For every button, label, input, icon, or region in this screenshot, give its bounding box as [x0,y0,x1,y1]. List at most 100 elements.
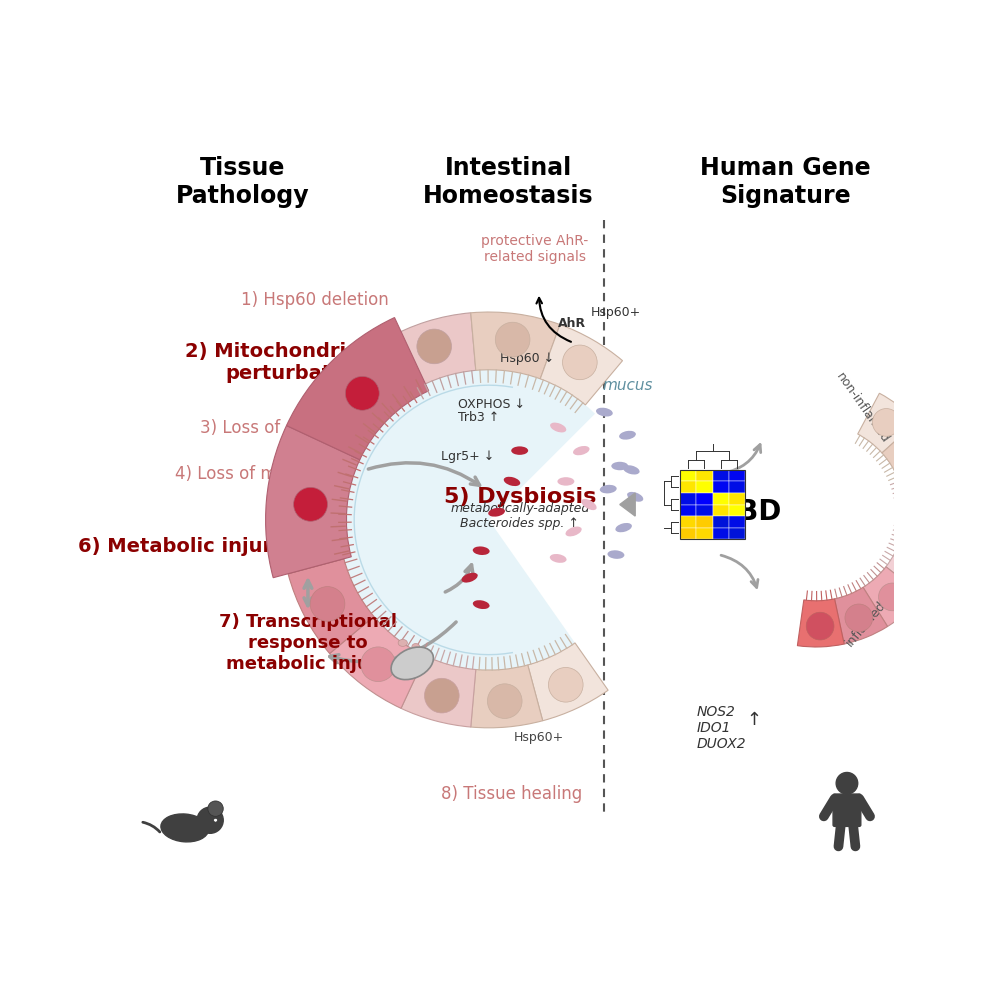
Wedge shape [288,559,374,653]
Wedge shape [471,312,560,378]
Ellipse shape [511,446,528,455]
Circle shape [495,323,530,357]
Bar [696,516,712,528]
Wedge shape [898,462,951,509]
Wedge shape [798,599,845,647]
Circle shape [549,667,583,702]
Wedge shape [900,508,951,554]
Circle shape [563,345,598,379]
Text: non-inflamed: non-inflamed [834,371,891,446]
Bar [712,470,729,481]
Text: 8) Tissue healing: 8) Tissue healing [441,785,583,803]
Wedge shape [885,540,944,596]
Circle shape [845,604,872,631]
Ellipse shape [627,492,643,502]
Bar [729,528,745,539]
Bar [696,493,712,505]
Circle shape [872,408,900,436]
Text: NOS2
IDO1
DUOX2: NOS2 IDO1 DUOX2 [697,704,746,751]
Wedge shape [835,588,887,644]
Bar [712,516,729,528]
Bar [729,516,745,528]
Wedge shape [266,425,360,578]
Wedge shape [287,318,428,460]
Ellipse shape [161,814,208,842]
Bar [680,470,696,481]
Text: 2) Mitochondrial
perturbation: 2) Mitochondrial perturbation [185,342,366,382]
Wedge shape [471,665,543,728]
Ellipse shape [600,485,617,493]
Bar [712,505,729,516]
Wedge shape [864,567,922,626]
Bar [680,470,745,539]
Circle shape [487,684,522,718]
Wedge shape [881,422,941,479]
Text: 6) Metabolic injury: 6) Metabolic injury [78,538,285,557]
Polygon shape [620,493,635,516]
Ellipse shape [566,527,582,537]
Text: AhR: AhR [558,317,586,330]
Circle shape [903,552,930,580]
Wedge shape [319,340,413,434]
Bar [680,516,696,528]
Bar [712,528,729,539]
Wedge shape [384,313,476,389]
Ellipse shape [488,508,505,517]
Circle shape [310,587,345,622]
Ellipse shape [582,499,597,510]
Ellipse shape [504,477,520,486]
Text: Hsp60+: Hsp60+ [514,730,564,744]
Ellipse shape [418,655,429,664]
Text: protective AhR-
related signals: protective AhR- related signals [481,234,589,264]
Text: OXPHOS ↓: OXPHOS ↓ [458,398,525,411]
Bar [696,505,712,516]
FancyBboxPatch shape [833,794,861,827]
Circle shape [346,376,379,410]
Text: metabolically-adapted
Bacteroides spp. ↑: metabolically-adapted Bacteroides spp. ↑ [450,502,590,530]
Circle shape [915,514,943,542]
Wedge shape [401,656,476,727]
Text: ↑: ↑ [747,711,762,729]
Text: Intestinal
Homeostasis: Intestinal Homeostasis [423,156,594,208]
Ellipse shape [473,601,490,609]
Bar [729,505,745,516]
Circle shape [417,329,451,364]
Ellipse shape [412,643,419,649]
Text: 5) Dysbiosis: 5) Dysbiosis [443,487,596,507]
Circle shape [208,801,223,817]
Ellipse shape [558,477,575,486]
Bar [680,493,696,505]
Bar [729,493,745,505]
Text: inflamed: inflamed [844,599,888,649]
Wedge shape [540,325,622,405]
Circle shape [837,773,858,794]
Circle shape [806,613,834,640]
Bar [712,481,729,493]
Ellipse shape [398,639,407,646]
Wedge shape [281,484,344,574]
Ellipse shape [596,407,613,416]
Ellipse shape [616,523,631,532]
Ellipse shape [620,431,635,439]
Text: mucus: mucus [603,377,652,392]
Circle shape [294,487,328,521]
Text: Lgr5+ ↓: Lgr5+ ↓ [441,449,494,462]
Bar [696,470,712,481]
Ellipse shape [573,446,590,455]
Circle shape [913,475,941,502]
Text: 1) Hsp60 deletion: 1) Hsp60 deletion [241,292,388,310]
Text: 3) Loss of stemness: 3) Loss of stemness [200,418,366,436]
Ellipse shape [391,647,433,679]
Ellipse shape [461,573,478,583]
Circle shape [304,433,339,468]
Circle shape [424,678,459,713]
Wedge shape [330,617,425,708]
Wedge shape [528,642,609,721]
Wedge shape [858,393,916,453]
Ellipse shape [473,547,490,555]
Text: Human Gene
Signature: Human Gene Signature [700,156,871,208]
Circle shape [197,807,223,834]
Text: Hsp60 ↓: Hsp60 ↓ [500,352,555,365]
Text: Tissue
Pathology: Tissue Pathology [175,156,310,208]
Bar [729,481,745,493]
